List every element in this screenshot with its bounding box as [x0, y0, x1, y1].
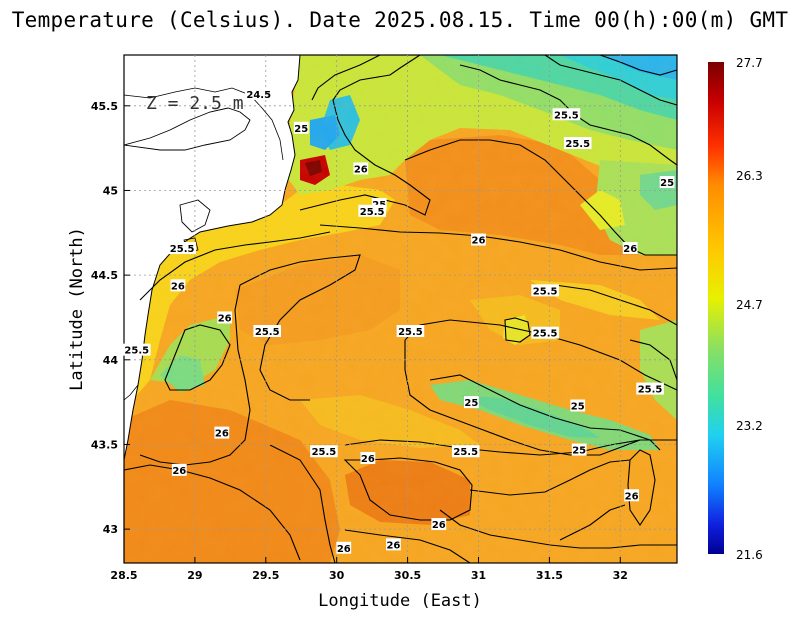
y-tick-label: 45 — [103, 184, 118, 197]
contour-label-bg — [531, 284, 559, 297]
plot-frame — [123, 54, 678, 564]
contour-label-bg — [636, 382, 664, 395]
x-tick-label: 31.5 — [536, 569, 563, 582]
y-tick-label: 44 — [103, 354, 119, 367]
colorbar-label: 23.2 — [736, 419, 763, 433]
y-tick-label: 45.5 — [91, 100, 118, 113]
contour-label-bg — [659, 176, 675, 188]
contour-label-bg — [171, 463, 187, 476]
x-tick-label: 30.5 — [394, 569, 421, 582]
contour-label-bg — [571, 443, 587, 456]
x-tick-label: 31 — [471, 569, 486, 582]
contour-label: 26 — [472, 236, 486, 247]
contour-label-bg — [570, 399, 586, 412]
y-tick-label: 43.5 — [91, 438, 118, 451]
contour-label: 25.5 — [398, 327, 423, 338]
contour-label-bg — [360, 452, 376, 465]
contour-label: 25.5 — [255, 327, 280, 338]
contour-label-bg — [552, 108, 581, 121]
x-tick-label: 28.5 — [110, 569, 137, 582]
contour-label: 25 — [571, 402, 585, 413]
contour-label-bg — [624, 489, 640, 502]
colorbar-label: 26.3 — [736, 169, 763, 183]
contour-label: 25 — [464, 398, 478, 409]
contour-label-bg — [451, 445, 480, 458]
contour-label: 24.5 — [246, 90, 271, 101]
x-tick-label: 29 — [187, 569, 202, 582]
y-axis-ticks: 43 43.5 44 44.5 45 45.5 — [91, 100, 130, 536]
contour-label: 25.5 — [453, 447, 478, 458]
contour-label: 25.5 — [360, 207, 385, 218]
contour-label-bg — [310, 445, 338, 458]
land-mass — [123, 54, 301, 461]
contour-label-bg — [396, 325, 425, 338]
map-title: Temperature (Celsius). Date 2025.08.15. … — [11, 8, 789, 32]
x-tick-label: 29.5 — [252, 569, 279, 582]
contour-label: 25.5 — [312, 447, 337, 458]
contour-label: 25.5 — [124, 346, 149, 357]
contour-label-bg — [217, 311, 233, 324]
contour-label-bg — [471, 233, 486, 246]
colorbar-label: 21.6 — [736, 548, 763, 562]
contour-label: 26 — [354, 164, 368, 175]
contour-label-bg — [531, 326, 559, 339]
contour-label: 25 — [572, 446, 586, 457]
contour-label: 25.5 — [565, 139, 590, 150]
y-axis-title: Latitude (North) — [67, 227, 87, 391]
contour-label: 26 — [215, 429, 229, 440]
contour-label-bg — [463, 396, 479, 409]
contour-label-bg — [214, 426, 230, 439]
contour-label: 26 — [386, 540, 400, 551]
contour-label: 25.5 — [554, 110, 579, 121]
contour-label-bg — [353, 162, 369, 175]
y-tick-label: 44.5 — [91, 269, 118, 282]
contour-label: 26 — [172, 466, 186, 477]
contour-label-bg — [168, 242, 196, 255]
contour-label: 25.5 — [533, 329, 558, 340]
contour-label-bg — [253, 325, 282, 338]
contour-label: 25.5 — [638, 385, 663, 396]
contour-label: 26 — [625, 491, 639, 502]
contour-label-bg — [563, 137, 592, 150]
contour-label: 26 — [432, 520, 446, 531]
contour-label: 26 — [337, 544, 351, 555]
x-tick-label: 32 — [613, 569, 628, 582]
x-tick-label: 30 — [329, 569, 345, 582]
contour-label-bg — [122, 343, 151, 356]
contour-label-bg — [358, 204, 386, 217]
x-axis-ticks: 28.5 29 29.5 30 30.5 31 31.5 32 — [110, 557, 628, 582]
contour-label: 26 — [171, 281, 185, 292]
x-axis-title: Longitude (East) — [318, 591, 482, 611]
contour-label-bg — [336, 541, 352, 554]
contour-label-bg — [622, 242, 638, 255]
contour-label: 26 — [218, 313, 232, 324]
depth-label: Z = 2.5 m — [146, 93, 244, 114]
contour-label-bg — [170, 279, 186, 292]
y-tick-label: 43 — [103, 523, 118, 536]
contour-label: 26 — [361, 454, 375, 465]
contour-label: 26 — [623, 244, 637, 255]
contour-label-bg — [293, 121, 309, 134]
contour-label: 25.5 — [170, 244, 195, 255]
contour-label-bg — [431, 518, 447, 531]
contour-label-bg — [244, 87, 273, 100]
contour-label: 25 — [660, 178, 674, 189]
colorbar-label: 27.7 — [736, 56, 763, 70]
contour-label: 25.5 — [533, 286, 558, 297]
colorbar-label: 24.7 — [736, 298, 763, 312]
colorbar-gradient — [708, 62, 724, 554]
contour-labels: 24.5 25 25.5 25.5 26 25 25.5 25 26 25.5 26 26 25.5 26… — [122, 87, 675, 555]
contour-label-bg — [386, 538, 401, 551]
colorbar: 27.7 26.3 24.7 23.2 21.6 — [708, 56, 763, 562]
contour-label: 25 — [294, 124, 308, 135]
